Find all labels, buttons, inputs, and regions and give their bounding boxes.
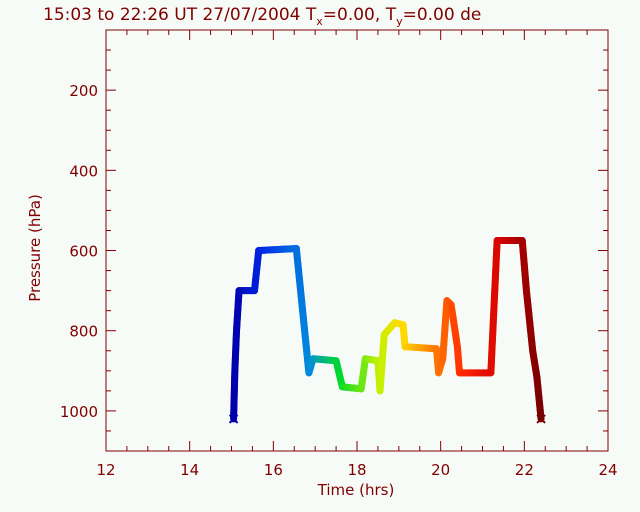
title-sub-x: x xyxy=(316,15,323,28)
x-tick-label: 18 xyxy=(347,461,366,479)
x-tick-label: 20 xyxy=(431,461,450,479)
x-tick-label: 22 xyxy=(515,461,534,479)
y-tick-label: 200 xyxy=(69,82,98,100)
y-tick-label: 800 xyxy=(69,323,98,341)
x-tick-label: 14 xyxy=(180,461,199,479)
data-series xyxy=(228,237,546,424)
x-tick-label: 16 xyxy=(264,461,283,479)
x-tick-label: 12 xyxy=(96,461,115,479)
chart-title: 15:03 to 22:26 UT 27/07/2004 Tx=0.00, Ty… xyxy=(43,5,481,28)
y-tick-label: 400 xyxy=(69,162,98,180)
endpoint-marker xyxy=(228,414,239,424)
x-axis-label: Time (hrs) xyxy=(317,481,395,499)
y-axis-label: Pressure (hPa) xyxy=(26,194,44,302)
title-sub-y: y xyxy=(396,15,403,28)
x-tick-label: 24 xyxy=(598,461,617,479)
y-tick-label: 600 xyxy=(69,243,98,261)
endpoint-marker xyxy=(536,414,546,424)
ticks-group: 12 14 16 18 20 22 24 200 400 600 800 1000 xyxy=(60,30,618,479)
y-tick-label: 1000 xyxy=(60,403,98,421)
